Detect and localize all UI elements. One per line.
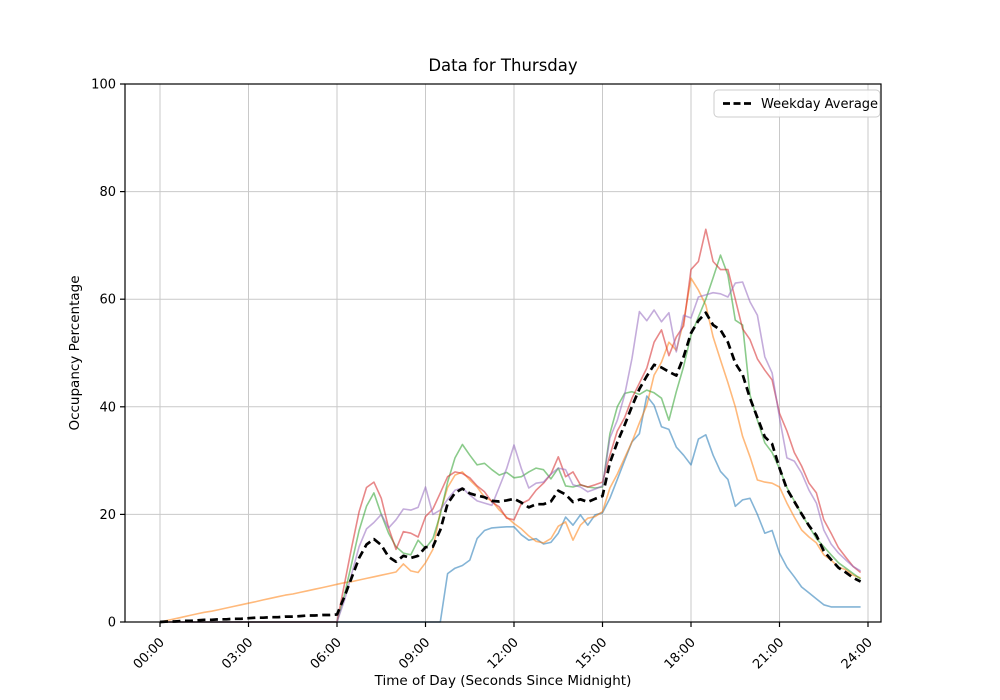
series-layer bbox=[159, 228, 862, 624]
series-line-weekday-4-red bbox=[160, 228, 862, 623]
legend-box bbox=[713, 89, 881, 118]
y-tick-label: 0 bbox=[108, 616, 116, 631]
series-line-Weekday Average bbox=[159, 311, 862, 624]
x-tick-label: 18:00 bbox=[662, 635, 699, 672]
x-tick-label: 03:00 bbox=[219, 635, 256, 672]
legend-entry-label: Weekday Average bbox=[761, 97, 878, 112]
y-axis-label: Occupancy Percentage bbox=[67, 275, 83, 430]
y-tick-label: 100 bbox=[91, 78, 116, 93]
series-line-weekday-2-orange bbox=[159, 277, 861, 623]
plot-border bbox=[124, 83, 882, 623]
series-line-weekday-5-purple bbox=[160, 281, 862, 623]
x-tick-label: 24:00 bbox=[839, 635, 876, 672]
y-tick-label: 20 bbox=[99, 508, 116, 523]
series-line-weekday-1-blue bbox=[160, 395, 861, 623]
tick-layer: 00:00 03:00 06:00 09:00 12:00 15:00 18:00 21:00… bbox=[91, 78, 876, 673]
x-tick-label: 09:00 bbox=[396, 635, 433, 672]
x-tick-label: 06:00 bbox=[308, 635, 345, 672]
x-axis-label: Time of Day (Seconds Since Midnight) bbox=[374, 673, 632, 689]
y-tick-label: 40 bbox=[99, 400, 116, 415]
x-tick-label: 12:00 bbox=[485, 635, 522, 672]
x-tick-label: 15:00 bbox=[573, 635, 610, 672]
chart-title: Data for Thursday bbox=[428, 56, 578, 75]
x-tick-label: 21:00 bbox=[750, 635, 787, 672]
x-tick-label: 00:00 bbox=[131, 635, 168, 672]
legend: Weekday Average bbox=[713, 89, 881, 118]
grid-layer bbox=[125, 83, 881, 623]
series-line-weekday-3-green bbox=[160, 254, 862, 623]
y-tick-label: 80 bbox=[99, 185, 116, 200]
y-tick-label: 60 bbox=[99, 293, 116, 308]
